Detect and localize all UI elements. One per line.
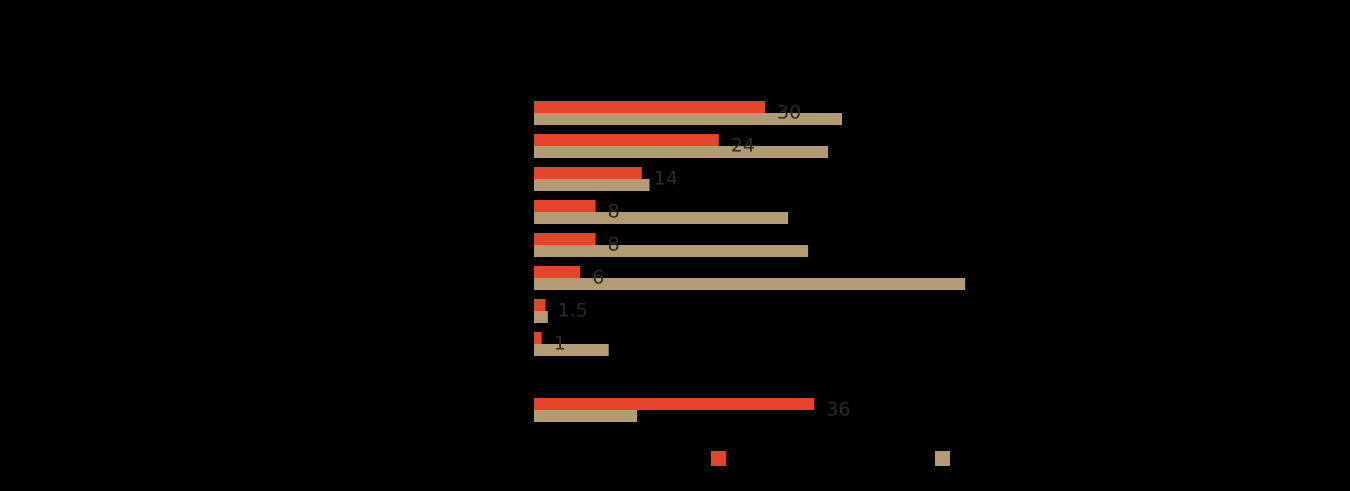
bar [534,200,596,212]
data-label: 36 [826,399,850,421]
legend-swatch [935,451,950,466]
legend-swatch [711,451,726,466]
data-label: 8 [608,234,620,256]
data-label: 1 [554,333,566,355]
bar [534,113,842,125]
data-label: 6 [592,267,604,289]
data-label: 14 [654,168,678,190]
bar [534,245,809,257]
bar [534,398,815,410]
bar [534,233,596,245]
bar [534,299,546,311]
data-label: 8 [608,201,620,223]
bar [534,179,650,191]
data-label: 30 [777,102,801,124]
bar [534,332,542,344]
bar [534,344,609,356]
data-label: 24 [731,135,755,157]
bar [534,134,719,146]
bar [534,311,548,323]
bar [534,167,642,179]
bar [534,101,765,113]
bar [534,266,581,278]
data-label: 1.5 [558,300,588,322]
bar [534,212,789,224]
bar [534,278,966,290]
bar [534,410,638,422]
bar [534,146,829,158]
